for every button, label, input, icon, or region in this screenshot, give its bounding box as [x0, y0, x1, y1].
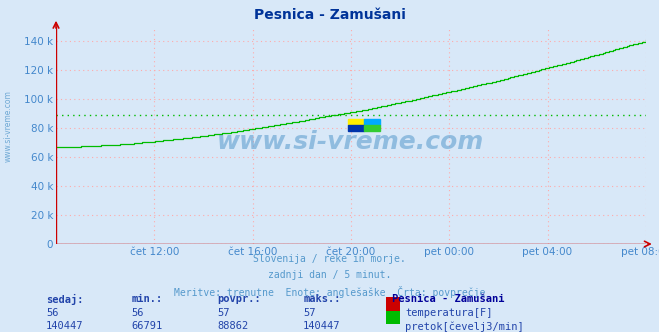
Text: Pesnica - Zamušani: Pesnica - Zamušani: [392, 294, 505, 304]
Text: Pesnica - Zamušani: Pesnica - Zamušani: [254, 8, 405, 22]
Text: 56: 56: [132, 308, 144, 318]
Text: min.:: min.:: [132, 294, 163, 304]
Bar: [348, 125, 364, 131]
Text: 140447: 140447: [46, 321, 84, 331]
Text: www.si-vreme.com: www.si-vreme.com: [217, 130, 484, 154]
Text: 140447: 140447: [303, 321, 341, 331]
Text: www.si-vreme.com: www.si-vreme.com: [3, 90, 13, 162]
Text: zadnji dan / 5 minut.: zadnji dan / 5 minut.: [268, 270, 391, 280]
Text: pretok[čevelj3/min]: pretok[čevelj3/min]: [405, 321, 524, 332]
Bar: [364, 119, 380, 125]
Text: temperatura[F]: temperatura[F]: [405, 308, 493, 318]
Text: 66791: 66791: [132, 321, 163, 331]
Bar: [364, 125, 380, 131]
Text: sedaj:: sedaj:: [46, 294, 84, 305]
Text: maks.:: maks.:: [303, 294, 341, 304]
Text: 88862: 88862: [217, 321, 248, 331]
Bar: [348, 119, 364, 125]
Text: Slovenija / reke in morje.: Slovenija / reke in morje.: [253, 254, 406, 264]
Text: 57: 57: [217, 308, 230, 318]
Text: 57: 57: [303, 308, 316, 318]
Text: 56: 56: [46, 308, 59, 318]
Text: Meritve: trenutne  Enote: anglešaške  Črta: povprečje: Meritve: trenutne Enote: anglešaške Črta…: [174, 286, 485, 298]
Text: povpr.:: povpr.:: [217, 294, 261, 304]
